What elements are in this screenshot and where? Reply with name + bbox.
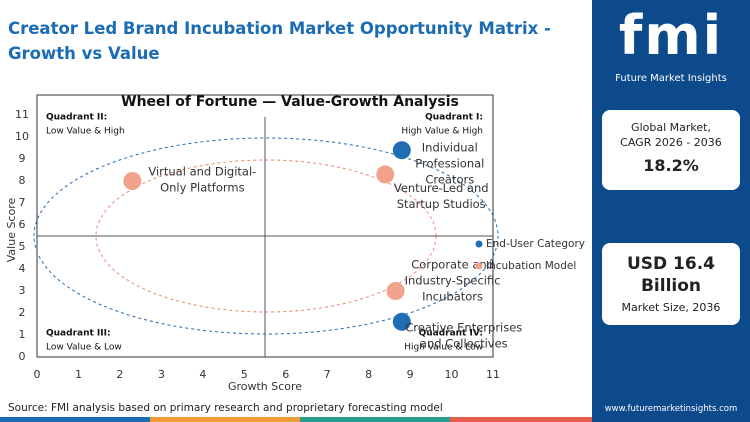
y-tick-label: 10 — [15, 130, 29, 143]
chart: Wheel of Fortune — Value-Growth Analysis… — [0, 94, 592, 422]
quadrant-name: Quadrant I: — [425, 113, 483, 123]
data-point — [392, 312, 411, 331]
sidebar: fmi Future Market Insights Global Market… — [592, 0, 750, 422]
brand: Future Market Insights — [615, 73, 727, 84]
stat-label: CAGR 2026 - 2036 — [620, 136, 722, 149]
x-tick-label: 6 — [282, 368, 289, 381]
point-label: Incubators — [422, 290, 483, 304]
data-point — [123, 172, 142, 190]
point-label: Venture-Led and — [394, 181, 489, 195]
footer-stripe — [0, 417, 150, 422]
x-tick-label: 11 — [486, 368, 500, 381]
x-tick-label: 3 — [158, 368, 165, 381]
point-label: Corporate and — [411, 258, 494, 272]
stat-label: Global Market, — [631, 121, 711, 134]
x-tick-label: 4 — [199, 368, 206, 381]
legend-label: End-User Category — [486, 238, 585, 250]
point-label: Creators — [425, 173, 474, 187]
website: www.futuremarketinsights.com — [604, 404, 738, 414]
outer-ellipse — [33, 137, 499, 335]
x-tick-label: 0 — [34, 368, 41, 381]
y-tick-label: 4 — [19, 262, 26, 275]
footer-stripe — [450, 417, 592, 422]
y-tick-label: 0 — [19, 350, 26, 363]
page-title: Creator Led Brand Incubation Market Oppo… — [8, 19, 551, 63]
x-tick-label: 7 — [324, 368, 331, 381]
legend-marker — [475, 262, 483, 270]
legend-marker — [475, 240, 483, 248]
point-label: Virtual and Digital- — [148, 165, 256, 179]
stat-value: 18.2% — [643, 156, 699, 175]
quadrant-desc: Low Value & High — [46, 127, 125, 137]
x-tick-label: 1 — [75, 368, 82, 381]
logo: fmi — [618, 4, 724, 67]
point-label: Professional — [415, 157, 484, 171]
x-tick-label: 8 — [365, 368, 372, 381]
footer-stripe — [150, 417, 300, 422]
data-point — [392, 141, 411, 160]
quadrant-desc: High Value & Low — [404, 343, 483, 353]
stat-box: USD 16.4 Billion Market Size, 2036 — [602, 243, 740, 325]
point-label: Individual — [422, 141, 478, 155]
point-label: Industry-Specific — [405, 274, 501, 288]
x-tick-label: 9 — [407, 368, 414, 381]
y-axis-label: Value Score — [5, 198, 18, 263]
y-tick-label: 9 — [19, 152, 26, 165]
quadrant-desc: Low Value & Low — [46, 343, 122, 353]
quadrant-desc: High Value & High — [401, 127, 483, 137]
quadrant-name: Quadrant II: — [46, 113, 107, 123]
y-tick-label: 5 — [19, 240, 26, 253]
point-label: Creative Enterprises — [405, 320, 522, 334]
quadrant-name: Quadrant III: — [46, 329, 111, 339]
x-tick-label: 2 — [116, 368, 123, 381]
y-tick-label: 2 — [19, 306, 26, 319]
y-tick-label: 11 — [15, 108, 29, 121]
stat-box: Global Market, CAGR 2026 - 2036 18.2% — [602, 110, 740, 190]
x-tick-label: 10 — [445, 368, 459, 381]
y-tick-label: 6 — [19, 218, 26, 231]
x-axis-label: Growth Score — [228, 380, 302, 393]
chart-title: Wheel of Fortune — Value-Growth Analysis — [121, 94, 459, 110]
y-tick-label: 3 — [19, 284, 26, 297]
y-tick-label: 8 — [19, 174, 26, 187]
data-point — [376, 165, 395, 184]
y-tick-label: 1 — [19, 328, 26, 341]
stat-value: Billion — [640, 276, 702, 296]
quadrant-name: Quadrant IV: — [419, 329, 483, 339]
point-label: Only Platforms — [160, 181, 245, 195]
data-point — [386, 282, 405, 300]
footer-stripe — [300, 417, 450, 422]
stat-value: USD 16.4 — [626, 254, 716, 274]
legend-label: Incubation Model — [486, 260, 576, 272]
point-label: and Collectives — [420, 336, 508, 350]
x-tick-label: 5 — [241, 368, 248, 381]
stat-label: Market Size, 2036 — [621, 301, 721, 314]
point-label: Startup Studios — [397, 197, 486, 211]
y-tick-label: 7 — [19, 196, 26, 209]
source: Source: FMI analysis based on primary re… — [8, 402, 443, 414]
